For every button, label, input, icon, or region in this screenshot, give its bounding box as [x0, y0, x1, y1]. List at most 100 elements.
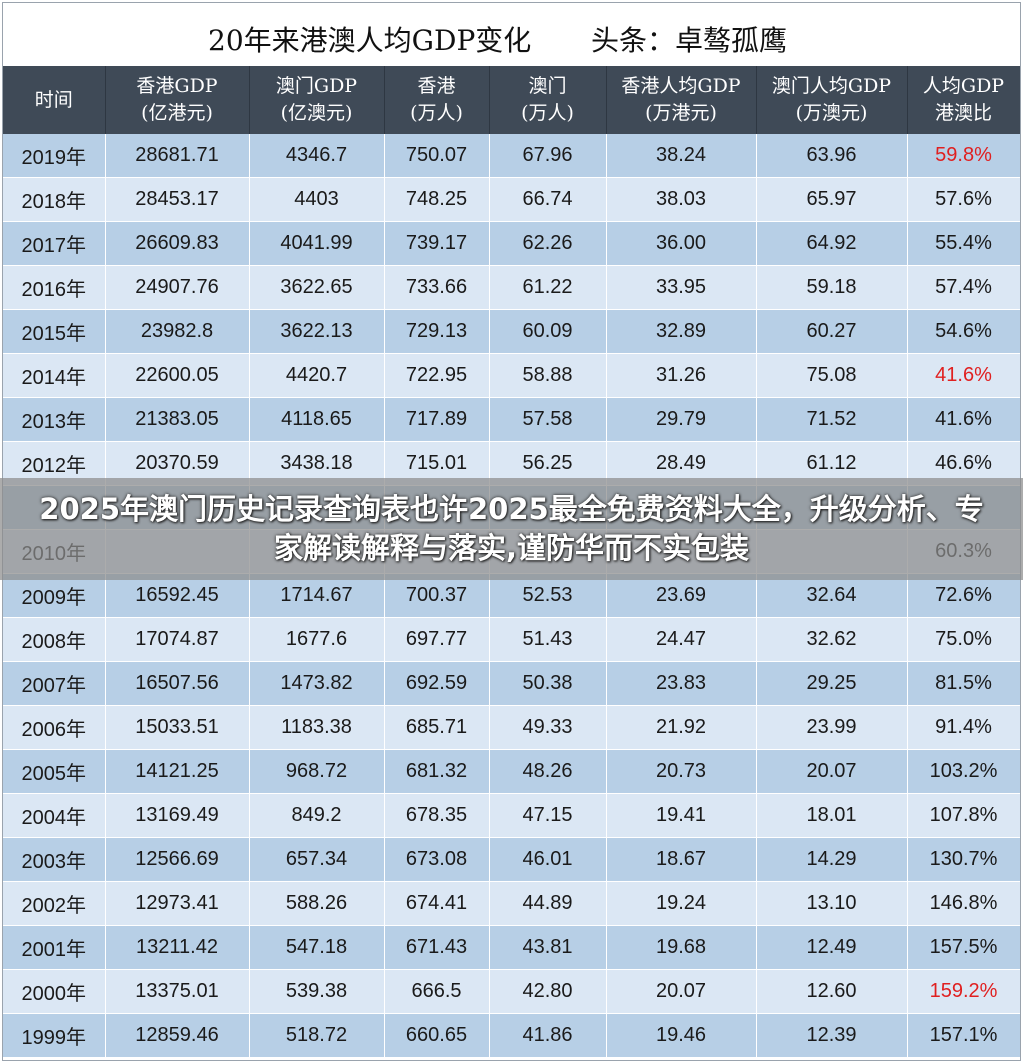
cell-mo-pop: 46.01: [489, 837, 607, 882]
cell-mo-gdp: 1183.38: [249, 705, 385, 750]
table-row: 2006年 15033.51 1183.38 685.71 49.33 21.92 23.9…: [3, 705, 1020, 750]
table-row: 2002年 12973.41 588.26 674.41 44.89 19.24 13.10…: [3, 881, 1020, 926]
cell-mo-per-capita: 12.39: [756, 1013, 908, 1058]
cell-hk-pop: 739.17: [384, 221, 490, 266]
cell-ratio: 103.2%: [907, 749, 1020, 794]
cell-mo-pop: 52.53: [489, 573, 607, 618]
cell-hk-per-capita: 23.69: [606, 573, 757, 618]
cell-year: 2005年: [3, 749, 106, 794]
cell-year: 2008年: [3, 617, 106, 662]
cell-mo-per-capita: 13.10: [756, 881, 908, 926]
cell-year: 2001年: [3, 925, 106, 970]
cell-mo-gdp: 4346.7: [249, 134, 385, 178]
cell-mo-gdp: 849.2: [249, 793, 385, 838]
cell-hk-gdp: 13211.42: [105, 925, 250, 970]
cell-mo-per-capita: 60.27: [756, 309, 908, 354]
cell-mo-gdp: 657.34: [249, 837, 385, 882]
table-row: 2005年 14121.25 968.72 681.32 48.26 20.73 20.07…: [3, 749, 1020, 794]
cell-hk-pop: 722.95: [384, 353, 490, 398]
cell-hk-gdp: 16507.56: [105, 661, 250, 706]
cell-hk-gdp: 13375.01: [105, 969, 250, 1014]
col-header-mo-per-capita: 澳门人均GDP (万澳元): [756, 66, 908, 134]
cell-year: 2017年: [3, 221, 106, 266]
cell-year: 2013年: [3, 397, 106, 442]
cell-hk-pop: 733.66: [384, 265, 490, 310]
header-row: 时间 香港GDP (亿港元) 澳门GDP (亿澳元) 香港 (万人) 澳门 (万人) 香…: [3, 66, 1020, 134]
cell-ratio: 157.1%: [907, 1013, 1020, 1058]
cell-hk-gdp: 28453.17: [105, 177, 250, 222]
col-header-hk-pop: 香港 (万人): [384, 66, 490, 134]
cell-hk-pop: 678.35: [384, 793, 490, 838]
cell-year: 2002年: [3, 881, 106, 926]
table-row: 2019年 28681.71 4346.7 750.07 67.96 38.24 63.96…: [3, 134, 1020, 178]
cell-hk-per-capita: 29.79: [606, 397, 757, 442]
cell-mo-gdp: 588.26: [249, 881, 385, 926]
cell-hk-pop: 660.65: [384, 1013, 490, 1058]
cell-ratio: 72.6%: [907, 573, 1020, 618]
table-row: 2018年 28453.17 4403 748.25 66.74 38.03 65.97 57…: [3, 177, 1020, 222]
col-header-ratio: 人均GDP 港澳比: [907, 66, 1020, 134]
cell-ratio: 130.7%: [907, 837, 1020, 882]
cell-hk-pop: 673.08: [384, 837, 490, 882]
cell-mo-pop: 62.26: [489, 221, 607, 266]
cell-mo-pop: 66.74: [489, 177, 607, 222]
cell-mo-pop: 58.88: [489, 353, 607, 398]
cell-ratio: 41.6%: [907, 353, 1020, 398]
table-row: 2013年 21383.05 4118.65 717.89 57.58 29.79 71.5…: [3, 397, 1020, 442]
headline-overlay-banner: 2025年澳门历史记录查询表也许2025最全免费资料大全，升级分析、专家解读解释…: [0, 478, 1023, 580]
headline-overlay-text: 2025年澳门历史记录查询表也许2025最全免费资料大全，升级分析、专家解读解释…: [39, 492, 984, 565]
cell-hk-per-capita: 19.24: [606, 881, 757, 926]
cell-hk-gdp: 26609.83: [105, 221, 250, 266]
table-row: 2004年 13169.49 849.2 678.35 47.15 19.41 18.01 1…: [3, 793, 1020, 838]
cell-mo-per-capita: 12.49: [756, 925, 908, 970]
cell-hk-per-capita: 36.00: [606, 221, 757, 266]
cell-hk-pop: 681.32: [384, 749, 490, 794]
cell-mo-pop: 57.58: [489, 397, 607, 442]
cell-mo-gdp: 3622.65: [249, 265, 385, 310]
cell-hk-per-capita: 33.95: [606, 265, 757, 310]
table-row: 2016年 24907.76 3622.65 733.66 61.22 33.95 59.1…: [3, 265, 1020, 310]
cell-year: 2015年: [3, 309, 106, 354]
cell-mo-per-capita: 20.07: [756, 749, 908, 794]
cell-mo-pop: 41.86: [489, 1013, 607, 1058]
cell-hk-pop: 685.71: [384, 705, 490, 750]
cell-hk-pop: 729.13: [384, 309, 490, 354]
cell-mo-gdp: 1714.67: [249, 573, 385, 618]
cell-ratio: 57.6%: [907, 177, 1020, 222]
cell-hk-per-capita: 19.41: [606, 793, 757, 838]
cell-mo-gdp: 4118.65: [249, 397, 385, 442]
gdp-table: 时间 香港GDP (亿港元) 澳门GDP (亿澳元) 香港 (万人) 澳门 (万人) 香…: [3, 66, 1020, 1058]
cell-mo-gdp: 4403: [249, 177, 385, 222]
table-body: 2019年 28681.71 4346.7 750.07 67.96 38.24 63.96…: [3, 134, 1020, 1058]
cell-hk-per-capita: 38.24: [606, 134, 757, 178]
cell-mo-per-capita: 23.99: [756, 705, 908, 750]
cell-mo-gdp: 547.18: [249, 925, 385, 970]
col-header-mo-pop: 澳门 (万人): [489, 66, 607, 134]
cell-year: 2009年: [3, 573, 106, 618]
cell-hk-gdp: 21383.05: [105, 397, 250, 442]
table-row: 2008年 17074.87 1677.6 697.77 51.43 24.47 32.62…: [3, 617, 1020, 662]
cell-hk-per-capita: 20.07: [606, 969, 757, 1014]
cell-hk-pop: 674.41: [384, 881, 490, 926]
cell-hk-pop: 692.59: [384, 661, 490, 706]
cell-hk-per-capita: 18.67: [606, 837, 757, 882]
cell-mo-pop: 60.09: [489, 309, 607, 354]
cell-year: 2019年: [3, 134, 106, 178]
cell-mo-per-capita: 63.96: [756, 134, 908, 178]
title-bar: 20年来港澳人均GDP变化 头条：卓骜孤鹰: [3, 3, 1020, 66]
cell-mo-per-capita: 75.08: [756, 353, 908, 398]
cell-mo-gdp: 968.72: [249, 749, 385, 794]
cell-mo-pop: 61.22: [489, 265, 607, 310]
cell-hk-pop: 748.25: [384, 177, 490, 222]
cell-hk-pop: 671.43: [384, 925, 490, 970]
cell-mo-pop: 43.81: [489, 925, 607, 970]
cell-ratio: 157.5%: [907, 925, 1020, 970]
cell-hk-per-capita: 19.68: [606, 925, 757, 970]
cell-hk-gdp: 22600.05: [105, 353, 250, 398]
cell-mo-per-capita: 29.25: [756, 661, 908, 706]
col-header-mo-gdp: 澳门GDP (亿澳元): [249, 66, 385, 134]
cell-mo-per-capita: 18.01: [756, 793, 908, 838]
cell-mo-pop: 49.33: [489, 705, 607, 750]
cell-ratio: 54.6%: [907, 309, 1020, 354]
cell-mo-gdp: 4041.99: [249, 221, 385, 266]
